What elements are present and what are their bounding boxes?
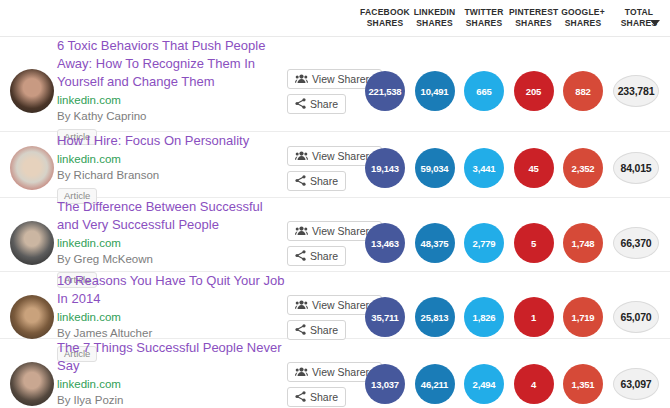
- article-title-link[interactable]: The Difference Between Successful and Ve…: [57, 198, 285, 234]
- author-avatar: [10, 69, 54, 113]
- results-header: FACEBOOK SHARES LINKEDIN SHARES TWITTER …: [0, 0, 670, 37]
- twitter-shares-count: 665: [464, 71, 504, 111]
- googleplus-shares-count: 1,351: [563, 364, 603, 404]
- linkedin-shares-count: 48,375: [415, 223, 455, 263]
- pinterest-shares-count: 5: [514, 223, 554, 263]
- pinterest-shares-count: 4: [514, 364, 554, 404]
- column-header-linkedin-shares: LINKEDIN SHARES: [410, 7, 459, 29]
- article-row: 10 Reasons You Have To Quit Your Job In …: [0, 272, 670, 339]
- linkedin-shares-count: 46,211: [415, 364, 455, 404]
- twitter-shares-count: 1,826: [464, 297, 504, 337]
- column-header-facebook-shares: FACEBOOK SHARES: [360, 7, 410, 29]
- article-row: How I Hire: Focus On Personality linkedi…: [0, 132, 670, 198]
- article-byline: By Greg McKeown: [57, 251, 285, 267]
- googleplus-shares-count: 2,352: [563, 148, 603, 188]
- linkedin-shares-count: 59,034: [415, 148, 455, 188]
- facebook-shares-count: 221,538: [365, 71, 405, 111]
- share-label: Share: [310, 250, 338, 262]
- article-title-link[interactable]: 6 Toxic Behaviors That Push People Away:…: [57, 37, 285, 91]
- author-avatar: [10, 362, 54, 406]
- author-avatar: [10, 146, 54, 190]
- share-button[interactable]: Share: [287, 171, 346, 191]
- share-button[interactable]: Share: [287, 320, 346, 340]
- article-byline: By Ilya Pozin: [57, 392, 285, 408]
- share-label: Share: [310, 175, 338, 187]
- article-domain-link[interactable]: linkedin.com: [57, 92, 285, 108]
- share-alt-icon: [295, 98, 306, 109]
- article-title-link[interactable]: The 7 Things Successful People Never Say: [57, 339, 285, 375]
- share-alt-icon: [295, 391, 306, 402]
- article-row: The 7 Things Successful People Never Say…: [0, 339, 670, 408]
- article-domain-link[interactable]: linkedin.com: [57, 151, 285, 167]
- users-icon: [295, 74, 308, 84]
- article-title-link[interactable]: 10 Reasons You Have To Quit Your Job In …: [57, 272, 285, 308]
- share-button[interactable]: Share: [287, 94, 346, 114]
- twitter-shares-count: 2,494: [464, 364, 504, 404]
- total-shares-count: 63,097: [613, 368, 659, 400]
- twitter-shares-count: 2,779: [464, 223, 504, 263]
- total-shares-count: 233,781: [613, 75, 659, 107]
- article-domain-link[interactable]: linkedin.com: [57, 376, 285, 392]
- article-row: The Difference Between Successful and Ve…: [0, 198, 670, 272]
- share-label: Share: [310, 324, 338, 336]
- googleplus-shares-count: 1,719: [563, 297, 603, 337]
- users-icon: [295, 300, 308, 310]
- share-button[interactable]: Share: [287, 387, 346, 407]
- share-label: Share: [310, 98, 338, 110]
- content-results-panel: FACEBOOK SHARES LINKEDIN SHARES TWITTER …: [0, 0, 670, 408]
- article-title-link[interactable]: How I Hire: Focus On Personality: [57, 132, 285, 150]
- users-icon: [295, 367, 308, 377]
- linkedin-shares-count: 10,491: [415, 71, 455, 111]
- author-avatar: [10, 295, 54, 339]
- total-shares-count: 84,015: [613, 152, 659, 184]
- article-byline: By Kathy Caprino: [57, 108, 285, 124]
- pinterest-shares-count: 205: [514, 71, 554, 111]
- total-shares-count: 65,070: [613, 301, 659, 333]
- column-header-googleplus-shares: GOOGLE+ SHARES: [558, 7, 608, 29]
- facebook-shares-count: 19,143: [365, 148, 405, 188]
- article-domain-link[interactable]: linkedin.com: [57, 235, 285, 251]
- total-shares-count: 66,370: [613, 227, 659, 259]
- linkedin-shares-count: 25,813: [415, 297, 455, 337]
- column-header-total-shares-sort[interactable]: TOTAL SHARES: [608, 7, 670, 29]
- share-button[interactable]: Share: [287, 246, 346, 266]
- column-header-pinterest-shares: PINTEREST SHARES: [509, 7, 558, 29]
- twitter-shares-count: 3,441: [464, 148, 504, 188]
- share-alt-icon: [295, 175, 306, 186]
- column-header-twitter-shares: TWITTER SHARES: [459, 7, 509, 29]
- share-alt-icon: [295, 250, 306, 261]
- users-icon: [295, 151, 308, 161]
- googleplus-shares-count: 1,748: [563, 223, 603, 263]
- googleplus-shares-count: 882: [563, 71, 603, 111]
- facebook-shares-count: 13,463: [365, 223, 405, 263]
- caret-down-icon[interactable]: [650, 20, 660, 26]
- article-domain-link[interactable]: linkedin.com: [57, 309, 285, 325]
- facebook-shares-count: 13,037: [365, 364, 405, 404]
- facebook-shares-count: 35,711: [365, 297, 405, 337]
- article-byline: By Richard Branson: [57, 167, 285, 183]
- share-alt-icon: [295, 324, 306, 335]
- share-label: Share: [310, 391, 338, 403]
- pinterest-shares-count: 1: [514, 297, 554, 337]
- article-row: 6 Toxic Behaviors That Push People Away:…: [0, 37, 670, 132]
- users-icon: [295, 226, 308, 236]
- author-avatar: [10, 221, 54, 265]
- pinterest-shares-count: 45: [514, 148, 554, 188]
